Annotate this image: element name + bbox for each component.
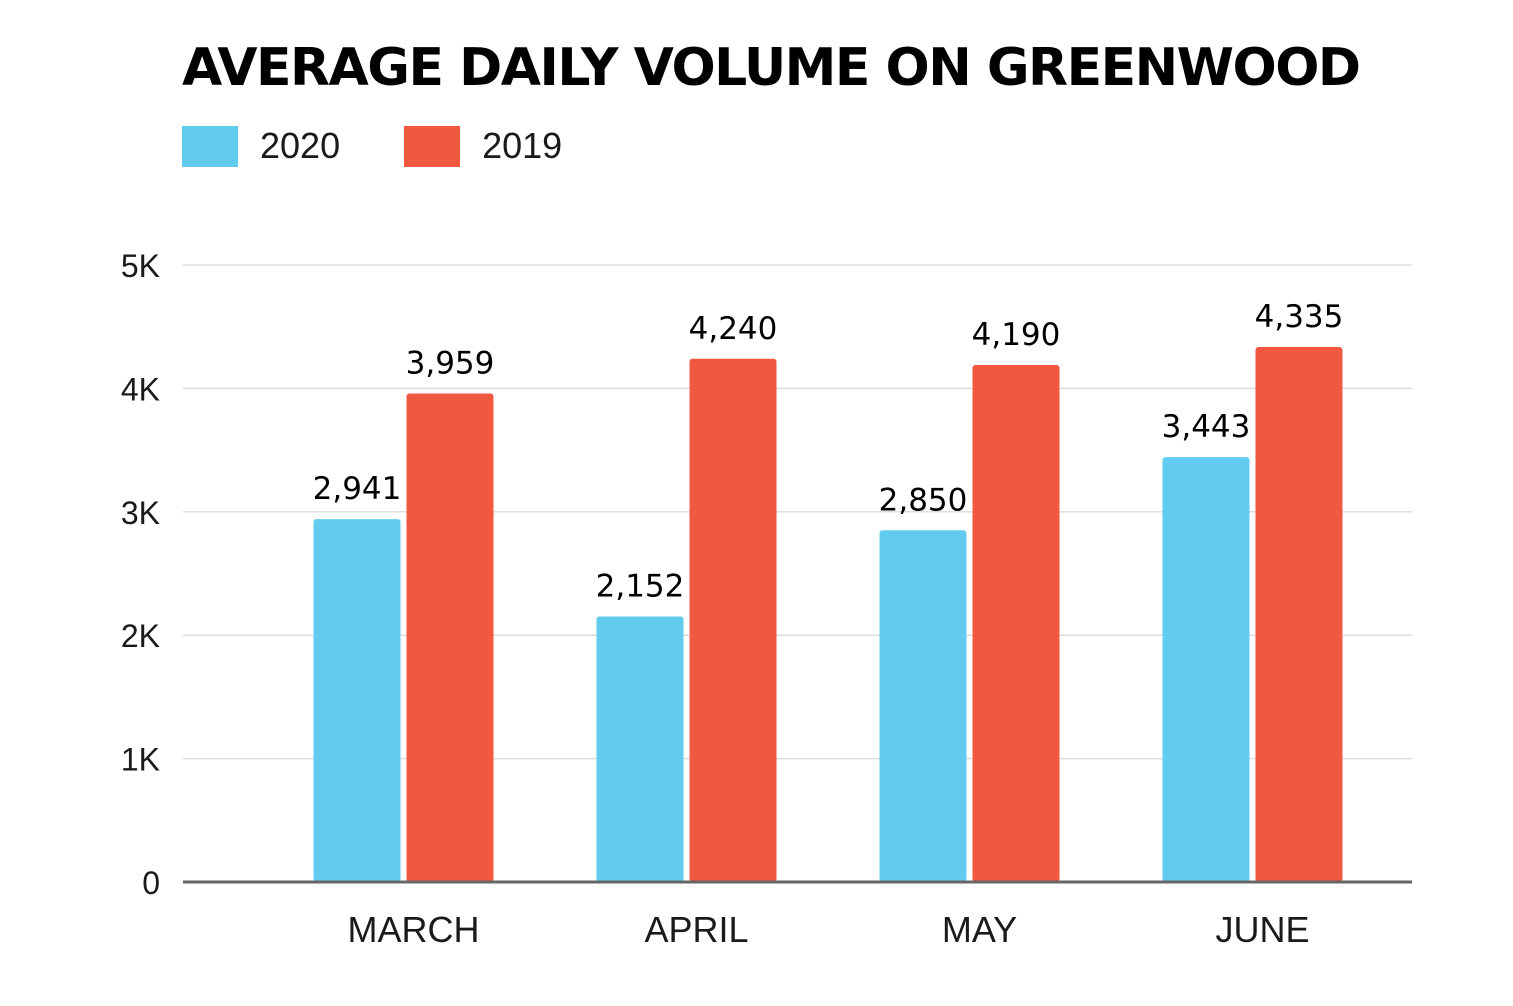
data-label-2020-may: 2,850 <box>879 482 968 518</box>
y-tick-label: 3K <box>121 495 160 531</box>
legend-label-2020: 2020 <box>260 125 341 166</box>
data-label-2019-may: 4,190 <box>972 317 1061 353</box>
bar-2020-march <box>313 519 401 882</box>
y-tick-label: 0 <box>142 865 160 901</box>
bar-2020-may <box>879 530 967 882</box>
bar-2019-march <box>406 393 494 882</box>
legend-item-2019: 2019 <box>404 125 562 167</box>
x-axis-categories: MARCH APRIL MAY JUNE <box>348 909 1310 950</box>
category-label-june: JUNE <box>1215 909 1309 950</box>
legend-item-2020: 2020 <box>182 125 340 167</box>
legend-swatch-2019 <box>404 125 461 167</box>
y-tick-label: 4K <box>121 371 160 407</box>
data-label-2020-june: 3,443 <box>1162 409 1251 445</box>
legend: 2020 2019 <box>182 124 626 168</box>
bar-2020-april <box>596 616 684 882</box>
data-label-2020-april: 2,152 <box>596 568 685 604</box>
bar-2020-june <box>1162 457 1250 882</box>
y-tick-label: 5K <box>121 248 160 284</box>
y-axis-ticks: 0 1K 2K 3K 4K 5K <box>121 248 160 901</box>
y-tick-label: 2K <box>121 618 160 654</box>
data-labels: 2,941 3,959 2,152 4,240 2,850 4,190 3,443 4,335 <box>313 299 1344 604</box>
data-label-2019-june: 4,335 <box>1255 299 1344 335</box>
bars <box>313 347 1343 883</box>
legend-swatch-2020 <box>182 125 238 167</box>
bar-2019-june <box>1255 347 1343 882</box>
bar-2019-april <box>689 358 777 882</box>
y-tick-label: 1K <box>121 742 160 778</box>
data-label-2020-march: 2,941 <box>313 471 402 507</box>
bar-2019-may <box>972 364 1060 883</box>
category-label-march: MARCH <box>348 909 480 950</box>
data-label-2019-march: 3,959 <box>406 345 495 381</box>
chart-title: AVERAGE DAILY VOLUME ON GREENWOOD <box>182 38 1361 98</box>
category-label-april: APRIL <box>644 909 748 950</box>
category-label-may: MAY <box>942 909 1017 950</box>
data-label-2019-april: 4,240 <box>689 311 778 347</box>
legend-label-2019: 2019 <box>482 125 563 166</box>
